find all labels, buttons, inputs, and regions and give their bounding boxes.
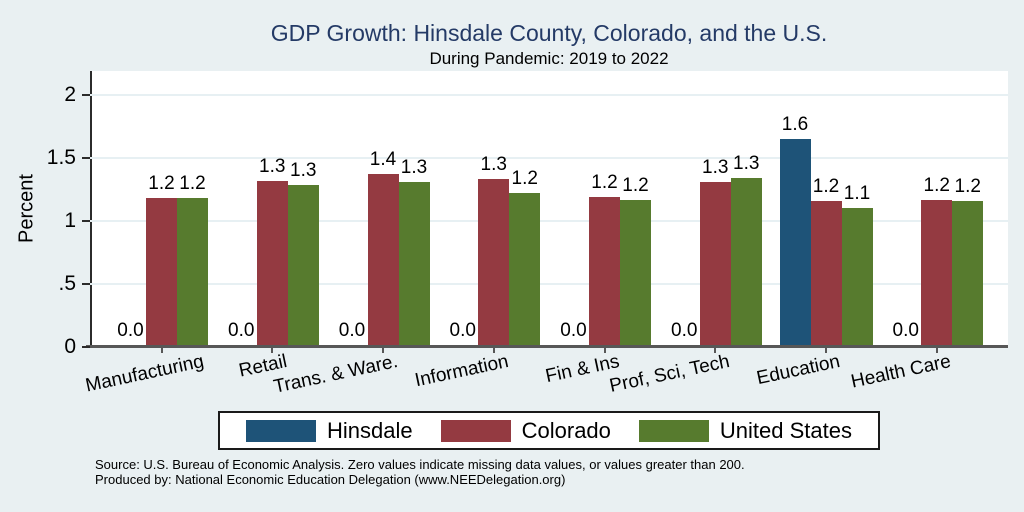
bar-united-states: [620, 199, 651, 347]
bar-value-label: 1.2: [923, 174, 950, 196]
x-axis-label: Health Care: [849, 351, 954, 393]
chart-title: GDP Growth: Hinsdale County, Colorado, a…: [270, 20, 828, 46]
x-axis-label: Information: [412, 351, 511, 392]
bar-value-label: 1.2: [591, 172, 618, 194]
x-tick: [382, 348, 384, 353]
bar-value-label: 0.0: [892, 320, 919, 341]
y-tick: [82, 220, 90, 222]
gridline: [90, 283, 1008, 285]
bar-value-label: 1.2: [622, 174, 649, 196]
bar-value-label: 1.2: [179, 173, 206, 195]
legend-label-hinsdale: Hinsdale: [327, 417, 413, 443]
bar-united-states: [398, 181, 430, 347]
colorado-swatch: [440, 419, 511, 442]
x-tick: [714, 348, 717, 353]
legend-item-hinsdale: Hinsdale: [246, 418, 413, 444]
bar-value-label: 1.3: [400, 156, 428, 178]
y-tick: [82, 94, 90, 96]
bar-colorado: [589, 197, 620, 347]
gridline: [90, 157, 1008, 159]
bar-value-label: 0.0: [671, 320, 698, 341]
bar-colorado: [810, 200, 842, 347]
y-tick-label: 2: [64, 83, 76, 106]
bar-value-label: 0.0: [560, 320, 587, 341]
bar-value-label: 1.3: [259, 155, 286, 177]
bar-united-states: [287, 185, 319, 347]
x-tick: [271, 348, 274, 353]
bar-value-label: 1.3: [290, 160, 317, 182]
footer-notes: Source: U.S. Bureau of Economic Analysis…: [95, 457, 745, 487]
plot-area: 0.0 1.2 1.2 0.0 1.3 1.3 0.0 1.4 1.3 0.0 1.3 1.2 0.0 1…: [90, 71, 1008, 347]
x-axis-label: Manufacturing: [83, 351, 206, 397]
legend-label-united-states: United States: [719, 417, 852, 443]
gridline: [90, 220, 1008, 222]
legend-item-united-states: United States: [638, 417, 852, 444]
bar-value-label: 0.0: [117, 320, 144, 341]
x-tick: [935, 348, 938, 353]
bar-value-label: 1.1: [843, 183, 871, 205]
y-tick-label: .5: [58, 272, 76, 295]
bar-value-label: 1.4: [369, 149, 397, 171]
bar-value-label: 1.3: [480, 154, 507, 176]
bar-value-label: 0.0: [338, 320, 366, 341]
y-tick-label: 1.5: [46, 146, 76, 169]
bar-value-label: 1.3: [702, 156, 729, 178]
x-tick: [825, 348, 827, 353]
bar-value-label: 1.6: [781, 114, 809, 136]
gridline: [90, 94, 1008, 96]
bar-colorado: [146, 198, 177, 347]
x-axis-label: Education: [755, 351, 843, 390]
x-tick: [160, 348, 163, 353]
bar-united-states: [177, 198, 208, 347]
bar-colorado: [367, 174, 399, 347]
bar-united-states: [841, 208, 873, 347]
y-axis-line: [90, 71, 92, 347]
y-tick: [82, 346, 90, 348]
bar-value-label: 0.0: [228, 320, 255, 341]
bar-colorado: [256, 180, 288, 347]
bar-united-states: [952, 200, 984, 347]
x-axis-label: Trans. & Ware.: [271, 351, 400, 398]
credit-note: Produced by: National Economic Education…: [95, 472, 566, 487]
y-tick-label: 0: [64, 335, 76, 358]
x-axis-label: Prof, Sci, Tech: [607, 351, 732, 397]
bar-value-label: 1.2: [812, 175, 840, 197]
united-states-swatch: [638, 419, 709, 442]
y-tick: [82, 283, 90, 285]
legend-item-colorado: Colorado: [440, 417, 611, 444]
bar-colorado: [478, 179, 510, 347]
y-tick-label: 1: [64, 209, 76, 232]
x-axis-line: [86, 345, 1008, 348]
y-tick: [82, 157, 90, 159]
hinsdale-swatch: [246, 419, 316, 442]
bar-united-states: [730, 178, 762, 347]
bar-value-label: 1.2: [511, 168, 538, 190]
bar-value-label: 1.2: [148, 173, 175, 195]
legend-label-colorado: Colorado: [521, 417, 611, 443]
chart-subtitle: During Pandemic: 2019 to 2022: [429, 49, 669, 68]
bar-value-label: 1.2: [954, 175, 981, 197]
bar-colorado: [921, 199, 953, 347]
x-tick: [603, 348, 606, 353]
bar-value-label: 1.3: [733, 153, 760, 175]
bar-colorado: [699, 181, 731, 347]
x-tick: [492, 348, 495, 353]
bar-united-states: [509, 193, 541, 347]
legend: Hinsdale Colorado United States: [218, 411, 880, 450]
source-note: Source: U.S. Bureau of Economic Analysis…: [95, 457, 745, 472]
bar-hinsdale: [779, 139, 811, 347]
bar-value-label: 0.0: [449, 320, 476, 341]
